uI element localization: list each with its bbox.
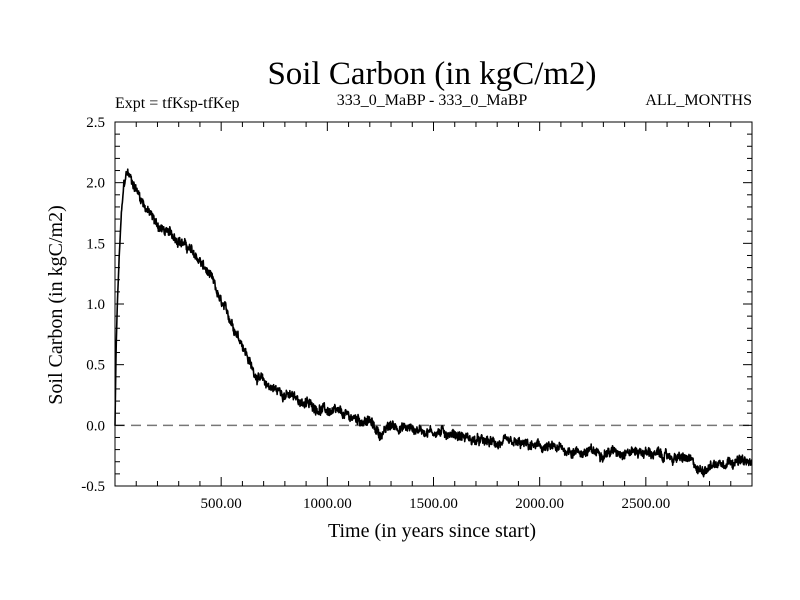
- y-tick-label: 0.0: [86, 418, 105, 434]
- months-label: ALL_MONTHS: [645, 92, 752, 109]
- y-tick-label: 2.5: [86, 115, 105, 131]
- y-tick-label: -0.5: [81, 479, 105, 495]
- y-tick-label: 2.0: [86, 176, 105, 192]
- y-axis-label: Soil Carbon (in kgC/m2): [45, 205, 67, 404]
- plot-frame: [114, 121, 753, 487]
- y-axis: -0.5 0.0 0.5 1.0 1.5 2.0 2.5: [81, 115, 752, 495]
- x-tick-label: 2000.00: [515, 496, 564, 512]
- period-label: 333_0_MaBP - 333_0_MaBP: [337, 92, 528, 109]
- x-tick-label: 1000.00: [303, 496, 352, 512]
- y-tick-label: 1.5: [86, 236, 105, 252]
- x-tick-label: 500.00: [201, 496, 242, 512]
- x-axis-label: Time (in years since start): [328, 520, 536, 542]
- plot-area: [114, 121, 753, 487]
- x-tick-label: 1500.00: [409, 496, 458, 512]
- y-tick-label: 1.0: [86, 297, 105, 313]
- chart-title: Soil Carbon (in kgC/m2): [267, 56, 596, 92]
- y-tick-label: 0.5: [86, 358, 105, 374]
- x-tick-label: 2500.00: [621, 496, 670, 512]
- x-axis: 500.00 1000.00 1500.00 2000.00 2500.00: [135, 122, 732, 512]
- experiment-label: Expt = tfKsp-tfKep: [115, 95, 240, 112]
- series-line-soil-carbon: [114, 168, 753, 478]
